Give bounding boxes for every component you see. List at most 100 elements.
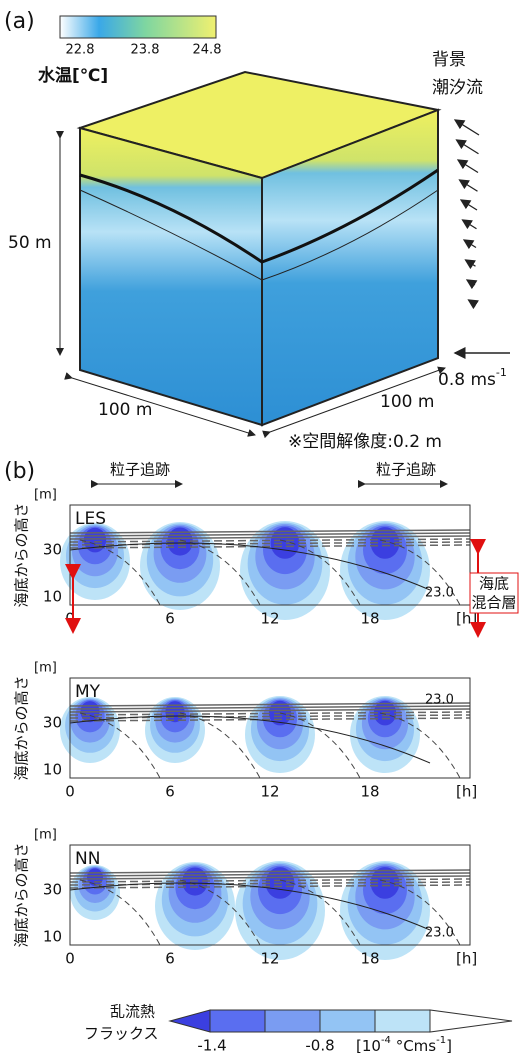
colorbar-seg — [209, 1009, 266, 1033]
colorbar-seg — [374, 1009, 431, 1033]
unit-part: [10 — [356, 1037, 381, 1055]
scale-text: 0.8 ms — [438, 370, 496, 390]
colorbar-seg — [264, 1009, 321, 1033]
contour — [79, 189, 439, 281]
isotherm — [69, 711, 471, 716]
x-tick-label: 0 — [65, 950, 75, 968]
isotherm — [69, 708, 471, 713]
x-tick-label: 18 — [360, 783, 379, 801]
x-tick-label: 0 — [65, 783, 75, 801]
unit-part: -1 — [436, 1035, 446, 1046]
unit-part: -4 — [381, 1035, 391, 1046]
tide-arrow — [453, 119, 480, 136]
subplot-name: LES — [75, 509, 106, 529]
mixed-label: 混合層 — [471, 594, 516, 612]
current-title: 潮汐流 — [432, 78, 483, 98]
tracking-label: 粒子追跡 — [110, 461, 170, 479]
contour-label: 23.0 — [425, 926, 454, 941]
thermocline — [79, 168, 439, 264]
y-tick-label: 30 — [43, 881, 62, 899]
x-tick-label: 12 — [260, 610, 279, 628]
tide-arrow — [462, 239, 477, 250]
y-tick-label: 30 — [43, 541, 62, 559]
plot-frame — [69, 677, 471, 779]
dim-label: 100 m — [98, 400, 152, 420]
contour-23 — [69, 882, 431, 931]
isotherm — [69, 544, 471, 549]
flux-blob — [87, 868, 103, 886]
isotherm — [69, 538, 471, 543]
colorbar-tick: 23.8 — [131, 43, 160, 58]
x-tick-label: 6 — [165, 610, 175, 628]
colorbar-title: 乱流熱 — [110, 1003, 155, 1021]
current-title: 背景 — [432, 50, 466, 70]
panel-label: (b) — [4, 459, 35, 484]
dash-line — [79, 712, 161, 779]
y-label: 海底からの高さ — [13, 675, 31, 780]
y-unit: [m] — [34, 661, 57, 676]
panel-label: (a) — [4, 9, 35, 34]
tide-arrow — [459, 199, 478, 211]
tide-arrows — [453, 119, 480, 310]
isotherm — [69, 702, 471, 707]
isotherm — [69, 717, 471, 722]
dash-line — [79, 539, 161, 606]
tide-arrow — [455, 139, 479, 155]
colorbar-tick: -1.4 — [197, 1037, 226, 1055]
dim-label: 50 m — [8, 233, 52, 253]
isotherm — [69, 878, 471, 883]
dim-arrow — [262, 366, 446, 439]
y-label: 海底からの高さ — [13, 842, 31, 947]
colorbar-seg — [319, 1009, 376, 1033]
x-tick-label: 6 — [165, 783, 175, 801]
y-tick-label: 30 — [43, 714, 62, 732]
isotherm — [69, 884, 471, 889]
isotherm — [69, 872, 471, 877]
colorbar-seg — [429, 1009, 513, 1033]
dash-line — [379, 712, 461, 779]
x-unit: [h] — [456, 783, 477, 801]
isotherm — [69, 705, 471, 710]
tide-arrow — [461, 219, 477, 230]
colorbar — [59, 15, 217, 39]
tide-arrow — [465, 279, 478, 290]
dash-line — [379, 539, 461, 606]
mixed-box — [469, 572, 519, 614]
colorbar-title: 水温[℃] — [38, 65, 108, 86]
dash-line — [279, 879, 361, 946]
cube-left — [79, 126, 263, 427]
unit-part: ] — [446, 1037, 452, 1055]
subplot: NN 23.0 [m] 30 10 海底からの高さ 0 6 12 18 [h] — [13, 828, 478, 968]
tide-arrow — [456, 159, 479, 174]
subplots: LES 23.0 [m] 30 10 海底からの高さ 0 6 12 18 [h] MY 23.0 [m] 3… — [13, 488, 478, 968]
dash-line — [79, 879, 161, 946]
x-tick-label: 6 — [165, 950, 175, 968]
tide-arrow — [458, 179, 478, 192]
y-unit: [m] — [34, 488, 57, 503]
contour-label: 23.0 — [425, 586, 454, 601]
unit-part: °Cms — [391, 1037, 436, 1055]
x-unit: [h] — [456, 950, 477, 968]
colorbar-tick: 22.8 — [66, 43, 95, 58]
resolution: ※空間解像度:0.2 m — [288, 432, 442, 452]
scale-exponent: -1 — [496, 366, 507, 379]
flux-blob — [83, 527, 107, 553]
x-tick-label: 18 — [360, 610, 379, 628]
colorbar-tick: -0.8 — [305, 1037, 334, 1055]
x-tick-label: 12 — [260, 950, 279, 968]
y-tick-label: 10 — [43, 761, 62, 779]
colorbar-tick: 24.8 — [193, 43, 222, 58]
isotherm — [69, 529, 471, 534]
cube-right — [261, 108, 439, 427]
colorbar-seg — [168, 1009, 211, 1033]
isotherm — [69, 869, 471, 874]
contour-23 — [69, 542, 431, 591]
tide-arrow — [464, 259, 476, 270]
colorbar-title: フラックス — [84, 1025, 159, 1043]
y-label: 海底からの高さ — [13, 502, 31, 607]
subplot-name: MY — [75, 682, 101, 702]
x-tick-label: 18 — [360, 950, 379, 968]
dash-line — [279, 539, 361, 606]
